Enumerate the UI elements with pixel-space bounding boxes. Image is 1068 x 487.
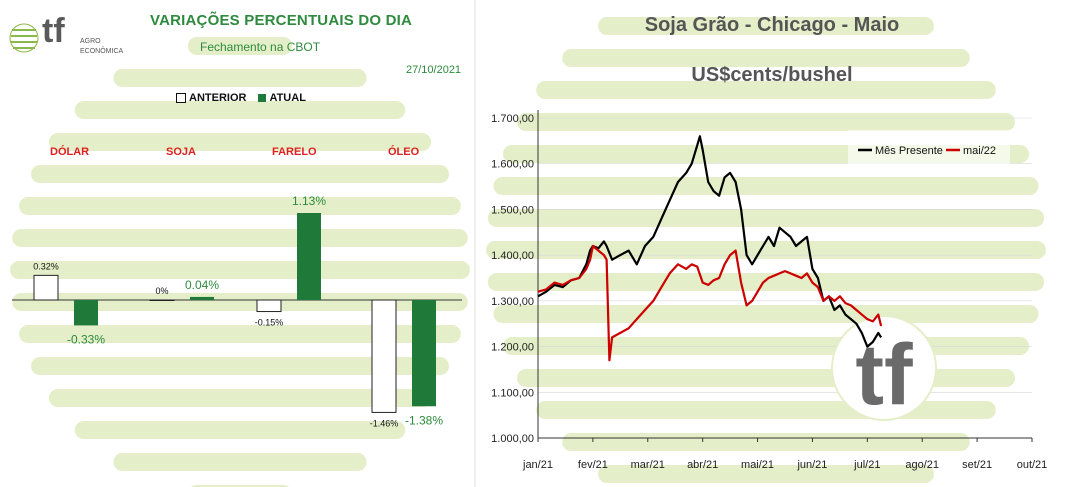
- x-tick-label: jan/21: [522, 459, 553, 471]
- watermark-stripe: [493, 177, 1039, 195]
- y-tick-label: 1.100,00: [491, 387, 534, 399]
- logo-letters: tf: [42, 12, 65, 50]
- bar-atual-label: 1.13%: [292, 194, 326, 208]
- watermark-stripe: [10, 261, 470, 279]
- bar-atual: [412, 300, 436, 407]
- line-chart: 1.000,00 1.100,00 1.200,00 1.300,00 1.400,00…: [491, 110, 1048, 471]
- category-label-oleo: ÓLEO: [388, 146, 420, 158]
- watermark-stripe: [487, 209, 1045, 227]
- x-tick-label: out/21: [1017, 459, 1048, 471]
- background-watermark: [10, 37, 470, 487]
- watermark-stripe: [30, 357, 450, 375]
- legend-label: Mês Presente: [875, 145, 943, 157]
- category-label-soja: SOJA: [166, 146, 196, 158]
- watermark-stripe: [562, 49, 970, 67]
- left-date: 27/10/2021: [406, 64, 462, 76]
- x-tick-label: jun/21: [796, 459, 827, 471]
- left-subtitle: Fechamento na CBOT: [200, 40, 321, 54]
- left-watermark-stripes: [10, 37, 470, 487]
- bar-legend: ANTERIOR ATUAL: [176, 92, 306, 104]
- watermark-stripe: [19, 197, 461, 215]
- bar-atual: [190, 296, 214, 300]
- y-tick-label: 1.700,00: [491, 113, 534, 125]
- watermark-stripe: [113, 69, 367, 87]
- y-tick-label: 1.400,00: [491, 250, 534, 262]
- line-legend: Mês Presente mai/22: [848, 130, 1010, 166]
- series-line-mai22: [537, 244, 883, 362]
- watermark-stripe: [12, 293, 468, 311]
- y-tick-label: 1.600,00: [491, 159, 534, 171]
- y-tick-label: 1.500,00: [491, 204, 534, 216]
- watermark-stripe: [516, 113, 1016, 131]
- watermark-letters: tf: [855, 327, 913, 423]
- watermark-circle: [831, 315, 937, 421]
- watermark-stripe: [74, 101, 406, 119]
- bar-anterior: [371, 299, 397, 413]
- watermark-stripe: [598, 465, 934, 483]
- tf-logo: tf AGRO ECONÔMICA: [6, 8, 123, 68]
- watermark-stripe: [536, 81, 996, 99]
- legend-anterior-label: ANTERIOR: [189, 92, 247, 104]
- category-label-dolar: DÓLAR: [50, 146, 90, 158]
- x-tick-label: mar/21: [631, 459, 665, 471]
- watermark-stripe: [30, 165, 450, 183]
- panel-divider: [474, 0, 476, 487]
- watermark-stripe: [113, 453, 367, 471]
- chart-subtitle: US$cents/bushel: [691, 64, 853, 86]
- y-tick-label: 1.000,00: [491, 433, 534, 445]
- bar-anterior: [33, 274, 59, 301]
- bar-anterior-label: 0%: [155, 286, 168, 296]
- price-chart-panel: Soja Grão - Chicago - Maio US$cents/bush…: [476, 0, 1068, 487]
- watermark-stripe: [486, 241, 1046, 259]
- x-tick-label: abr/21: [687, 459, 718, 471]
- bar-anterior: [149, 299, 175, 301]
- left-title: VARIAÇÕES PERCENTUAIS DO DIA: [150, 12, 413, 29]
- legend-label: mai/22: [963, 145, 996, 157]
- bar-anterior-label: 0.32%: [33, 261, 59, 271]
- logo-line2: ECONÔMICA: [80, 48, 124, 55]
- bar-atual-label: -1.38%: [405, 413, 443, 427]
- watermark-stripe: [74, 421, 406, 439]
- x-tick-label: ago/21: [905, 459, 939, 471]
- y-tick-label: 1.200,00: [491, 342, 534, 354]
- bar-atual-label: -0.33%: [67, 332, 105, 346]
- watermark-stripe: [48, 389, 432, 407]
- legend-anterior-swatch: [176, 93, 186, 103]
- logo-globe-icon: [9, 23, 39, 53]
- watermark-stripe: [48, 133, 432, 151]
- x-tick-label: fev/21: [578, 459, 608, 471]
- bar-anterior-label: -1.46%: [370, 418, 399, 428]
- logo-line1: AGRO: [80, 38, 101, 45]
- bar-anterior: [256, 299, 282, 313]
- daily-variation-panel: tf AGRO ECONÔMICA VARIAÇÕES PERCENTUAIS …: [0, 0, 474, 487]
- legend-atual-swatch: [258, 94, 267, 102]
- tf-watermark-logo: tf: [831, 315, 937, 423]
- chart-title: Soja Grão - Chicago - Maio: [644, 14, 900, 36]
- y-tick-label: 1.300,00: [491, 296, 534, 308]
- x-tick-label: mai/21: [741, 459, 774, 471]
- bar-chart: 0.32% -0.33% 0% 0.04% -0.15% 1.13% -1.46% -1.38…: [12, 194, 462, 428]
- series-line-mes-presente: [537, 135, 883, 348]
- legend-box: [848, 130, 1010, 166]
- legend-atual-label: ATUAL: [269, 92, 306, 104]
- x-tick-label: set/21: [962, 459, 992, 471]
- watermark-stripe: [487, 273, 1045, 291]
- category-label-farelo: FARELO: [272, 146, 317, 158]
- watermark-stripe: [187, 37, 293, 55]
- bar-atual-label: 0.04%: [185, 278, 219, 292]
- x-tick-label: jul/21: [853, 459, 880, 471]
- watermark-stripe: [598, 17, 934, 35]
- bar-atual: [74, 300, 98, 326]
- watermark-stripe: [19, 325, 461, 343]
- watermark-stripe: [12, 229, 468, 247]
- bar-anterior-label: -0.15%: [255, 318, 284, 328]
- bar-atual: [297, 212, 321, 300]
